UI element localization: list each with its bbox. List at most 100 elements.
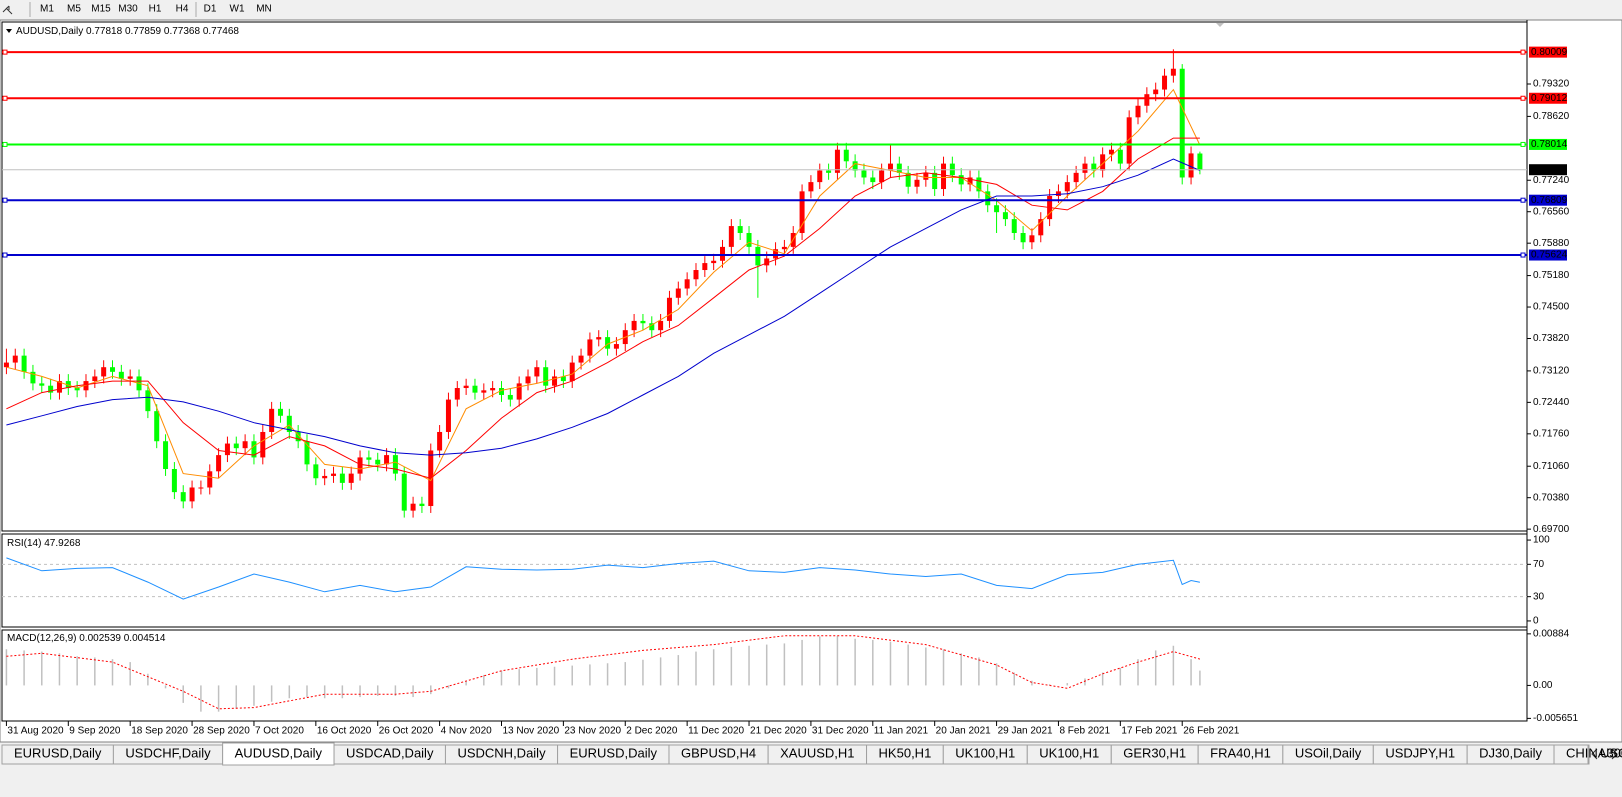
candle-body <box>578 355 584 363</box>
candle-body <box>216 455 222 472</box>
candle-body <box>304 441 310 465</box>
timeframe-button[interactable]: H4 <box>176 4 189 15</box>
symbol-tab-label[interactable]: GER30,H1 <box>1123 745 1186 760</box>
timeframe-button[interactable]: MN <box>256 4 272 15</box>
x-tick-label: 4 Nov 2020 <box>441 726 493 737</box>
close-value: 0.77468 <box>203 26 240 37</box>
candle-body <box>481 390 487 393</box>
candle-body <box>1055 191 1061 196</box>
timeframe-button[interactable]: M5 <box>67 4 81 15</box>
candle-body <box>207 471 213 488</box>
level-handle[interactable] <box>2 141 8 147</box>
candle-body <box>1100 154 1106 171</box>
rsi-title: RSI(14) <box>7 538 41 549</box>
candle-body <box>277 408 283 416</box>
candle-body <box>958 175 964 185</box>
symbol-tab-label[interactable]: UK100,H1 <box>955 745 1015 760</box>
candle-body <box>490 388 496 391</box>
bid-price-box <box>1529 164 1567 176</box>
symbol-tab-label[interactable]: AUDUSD,Daily <box>235 745 323 760</box>
symbol-tab-label[interactable]: CHINA300,H1 <box>1566 745 1622 760</box>
level-handle[interactable] <box>2 95 8 101</box>
candle-body <box>286 415 292 432</box>
symbol-tab-label[interactable]: USOil,Daily <box>1295 745 1362 760</box>
y-tick-label: 0.73120 <box>1533 366 1570 377</box>
x-tick-label: 2 Dec 2020 <box>626 726 678 737</box>
y-tick-label: 0.76560 <box>1533 206 1570 217</box>
level-handle[interactable] <box>1520 49 1526 55</box>
level-handle[interactable] <box>2 197 8 203</box>
symbol-tab-label[interactable]: XAUUSD,H1 <box>780 745 854 760</box>
timeframe-button[interactable]: M15 <box>91 4 111 15</box>
candle-body <box>596 337 602 340</box>
timeframe-button[interactable]: H1 <box>149 4 162 15</box>
symbol-tab-label[interactable]: USDCNH,Daily <box>457 745 546 760</box>
moving-average <box>6 158 1201 456</box>
symbol-tab-label[interactable]: DJ30,Daily <box>1479 745 1542 760</box>
menu-arrow[interactable] <box>6 29 12 33</box>
candle-body <box>3 362 9 368</box>
toolbar-icon[interactable] <box>2 5 13 15</box>
candle-body <box>702 263 708 271</box>
signal-value: 0.004514 <box>124 633 166 644</box>
candle-body <box>516 383 522 400</box>
candle-body <box>48 385 54 393</box>
candle-body <box>843 149 849 162</box>
low-value: 0.77368 <box>164 26 201 37</box>
candle-body <box>923 172 929 180</box>
candle-body <box>932 172 938 190</box>
candle-body <box>251 441 257 458</box>
candle-body <box>834 149 840 173</box>
symbol-tab-label[interactable]: EURUSD,Daily <box>570 745 658 760</box>
level-price-label: 0.79012 <box>1531 93 1568 104</box>
candle-body <box>339 473 345 483</box>
y-tick-label: 0.72440 <box>1533 397 1570 408</box>
x-tick-label: 21 Dec 2020 <box>750 726 807 737</box>
candle-body <box>507 394 513 400</box>
candle-body <box>879 170 885 183</box>
tab-scroll[interactable] <box>1591 748 1618 760</box>
symbol-tab-label[interactable]: EURUSD,Daily <box>14 745 102 760</box>
level-handle[interactable] <box>2 49 8 55</box>
shift-marker[interactable] <box>1216 23 1224 27</box>
symbol-tab-label[interactable]: USDJPY,H1 <box>1385 745 1455 760</box>
symbol-tab-label[interactable]: USOil, <box>1600 745 1622 760</box>
level-handle[interactable] <box>1520 95 1526 101</box>
candle-body <box>1170 68 1176 76</box>
timeframe-button[interactable]: M1 <box>40 4 54 15</box>
level-handle[interactable] <box>1520 141 1526 147</box>
x-tick-label: 11 Dec 2020 <box>688 726 744 737</box>
candle-body <box>171 468 177 493</box>
candle-body <box>631 320 637 331</box>
candle-body <box>569 362 575 382</box>
candle-body <box>1002 212 1008 220</box>
timeframe-button[interactable]: M30 <box>118 4 138 15</box>
candle-body <box>313 464 319 479</box>
symbol-tab-label[interactable]: HK50,H1 <box>879 745 932 760</box>
candle-body <box>1144 94 1150 106</box>
symbol-tab-label[interactable]: GBPUSD,H4 <box>681 745 756 760</box>
timeframe-button[interactable]: D1 <box>204 4 217 15</box>
candle-body <box>728 226 734 247</box>
toolbar <box>0 0 1622 19</box>
candle-body <box>357 457 363 474</box>
candle-body <box>543 367 549 386</box>
x-tick-label: 23 Nov 2020 <box>564 726 621 737</box>
candle-body <box>392 455 398 474</box>
candle-body <box>145 390 151 412</box>
level-handle[interactable] <box>2 252 8 258</box>
candle-body <box>826 170 832 173</box>
symbol-tab-label[interactable]: UK100,H1 <box>1039 745 1099 760</box>
symbol-tab-label[interactable]: USDCHF,Daily <box>125 745 211 760</box>
symbol-tab[interactable] <box>1587 744 1590 765</box>
candle-body <box>640 320 646 324</box>
candle-body <box>454 388 460 400</box>
level-handle[interactable] <box>1520 197 1526 203</box>
x-tick-label: 7 Oct 2020 <box>255 726 304 737</box>
level-handle[interactable] <box>1520 252 1526 258</box>
symbol-tab-label[interactable]: USDCAD,Daily <box>346 745 434 760</box>
candle-body <box>675 288 681 298</box>
symbol-tab-label[interactable]: FRA40,H1 <box>1210 745 1271 760</box>
timeframe-button[interactable]: W1 <box>230 4 245 15</box>
candle-body <box>366 457 372 460</box>
